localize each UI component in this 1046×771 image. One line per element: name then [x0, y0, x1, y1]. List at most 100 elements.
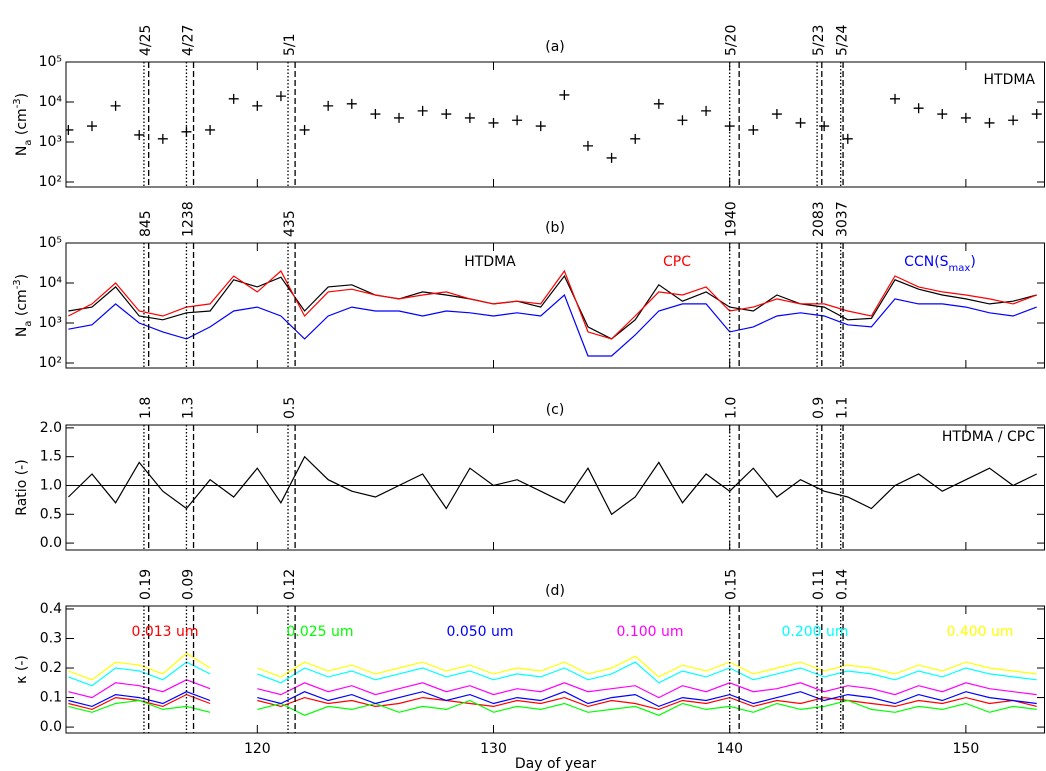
legend-label: 0.050 um	[446, 624, 513, 640]
label-part: 0.013 um	[131, 624, 198, 640]
series-line	[68, 679, 1037, 699]
plot-frame	[65, 424, 1045, 551]
y-tick-label: 10²	[39, 355, 62, 371]
legend-label: CPC	[663, 254, 691, 270]
legend-label: 0.100 um	[616, 624, 683, 640]
point	[66, 124, 74, 135]
point	[890, 93, 901, 104]
event-label: 5/24	[835, 24, 851, 56]
annotation: HTDMA / CPC	[942, 429, 1035, 445]
y-tick-label: 10⁴	[39, 275, 63, 291]
legend-label: HTDMA	[464, 254, 516, 270]
legend-label: CCN(Smax)	[904, 254, 976, 274]
point	[1031, 109, 1042, 120]
y-tick-label: 10³	[39, 315, 62, 331]
point	[653, 98, 664, 109]
y-tick-label: 0.3	[40, 630, 62, 646]
y-tick-label: 1.0	[40, 477, 62, 493]
point	[795, 117, 806, 128]
label-part: -3	[12, 279, 23, 289]
y-tick-label: 10⁵	[39, 235, 62, 251]
legend-label: 0.400 um	[946, 624, 1013, 640]
legend-label: 0.025 um	[286, 624, 353, 640]
point	[984, 117, 995, 128]
y-tick-label: 1.5	[40, 449, 62, 465]
label-part: a	[23, 321, 34, 327]
event-label: 845	[138, 210, 154, 237]
label-part: max	[949, 263, 971, 274]
label-part: (cm	[14, 289, 30, 320]
event-label: 1.8	[138, 397, 154, 419]
label-part: N	[14, 146, 30, 156]
panel-label: (c)	[546, 402, 565, 418]
point	[370, 109, 381, 120]
point	[464, 112, 475, 123]
x-tick-label: 130	[480, 741, 507, 757]
label-part: HTDMA	[464, 254, 516, 270]
series-line	[68, 274, 1037, 340]
y-axis-label: Ratio (-)	[14, 459, 30, 515]
label-part: 0.025 um	[286, 624, 353, 640]
event-label: 0.15	[724, 569, 740, 600]
point	[748, 124, 759, 135]
event-label: 3037	[835, 201, 851, 237]
label-part: 0.050 um	[446, 624, 513, 640]
series-line	[68, 691, 1037, 708]
plot-frame	[65, 605, 1045, 734]
x-tick-label: 140	[716, 741, 743, 757]
label-part: a	[23, 140, 34, 146]
y-tick-label: 2.0	[40, 420, 62, 436]
point	[701, 105, 712, 116]
x-axis-label: Day of year	[515, 756, 597, 771]
y-tick-label: 0.0	[40, 535, 62, 551]
event-label: 0.19	[138, 569, 154, 600]
event-label: 435	[282, 210, 298, 237]
label-part: (cm	[14, 108, 30, 139]
point	[606, 152, 617, 163]
label-part: )	[14, 93, 30, 98]
event-label: 0.12	[282, 569, 298, 600]
point	[630, 133, 641, 144]
legend-label: 0.013 um	[131, 624, 198, 640]
event-label: 0.9	[811, 397, 827, 419]
point	[86, 121, 97, 132]
series-line	[67, 455, 1037, 516]
label-part: 0.200 um	[781, 624, 848, 640]
y-axis-label: κ (-)	[14, 655, 30, 684]
label-part: CCN(S	[904, 254, 948, 270]
point	[417, 105, 428, 116]
point	[134, 129, 145, 140]
point	[913, 103, 924, 114]
panel	[67, 455, 1037, 516]
event-label: 0.14	[835, 569, 851, 600]
point	[252, 100, 263, 111]
event-label: 5/20	[724, 25, 740, 56]
point	[535, 121, 546, 132]
label-part: 0.100 um	[616, 624, 683, 640]
label-part: κ (-)	[14, 655, 30, 684]
event-label: 1.0	[724, 397, 740, 419]
y-tick-label: 0.2	[40, 660, 62, 676]
point	[394, 112, 405, 123]
annotation: HTDMA	[983, 72, 1035, 88]
point	[346, 98, 357, 109]
y-tick-label: 0.5	[40, 506, 62, 522]
series-line	[68, 661, 1037, 687]
point	[582, 140, 593, 151]
point	[299, 124, 310, 135]
label-part: )	[970, 254, 975, 270]
point	[181, 126, 192, 137]
plot-frame	[65, 61, 1045, 188]
label-part: Ratio (-)	[14, 459, 30, 515]
event-label: 0.5	[282, 397, 298, 419]
y-axis-label: Na (cm-3)	[12, 93, 34, 156]
label-part: -3	[12, 98, 23, 108]
point	[819, 121, 830, 132]
event-label: 4/27	[180, 25, 196, 56]
point	[205, 124, 216, 135]
legend-label: 0.200 um	[781, 624, 848, 640]
y-tick-label: 10²	[39, 174, 62, 190]
event-label: 1238	[180, 201, 196, 237]
series-line	[68, 699, 1037, 716]
